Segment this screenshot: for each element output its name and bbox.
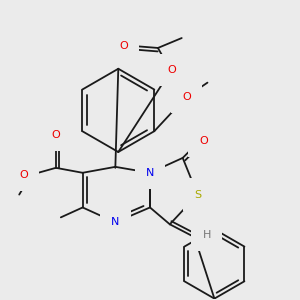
Text: O: O: [119, 41, 128, 51]
Text: S: S: [194, 190, 201, 200]
Text: O: O: [20, 170, 28, 180]
Text: O: O: [182, 92, 191, 101]
Text: N: N: [146, 168, 154, 178]
Text: N: N: [111, 217, 119, 227]
Text: O: O: [52, 130, 60, 140]
Text: O: O: [167, 65, 176, 75]
Text: H: H: [202, 230, 211, 240]
Text: O: O: [200, 136, 208, 146]
